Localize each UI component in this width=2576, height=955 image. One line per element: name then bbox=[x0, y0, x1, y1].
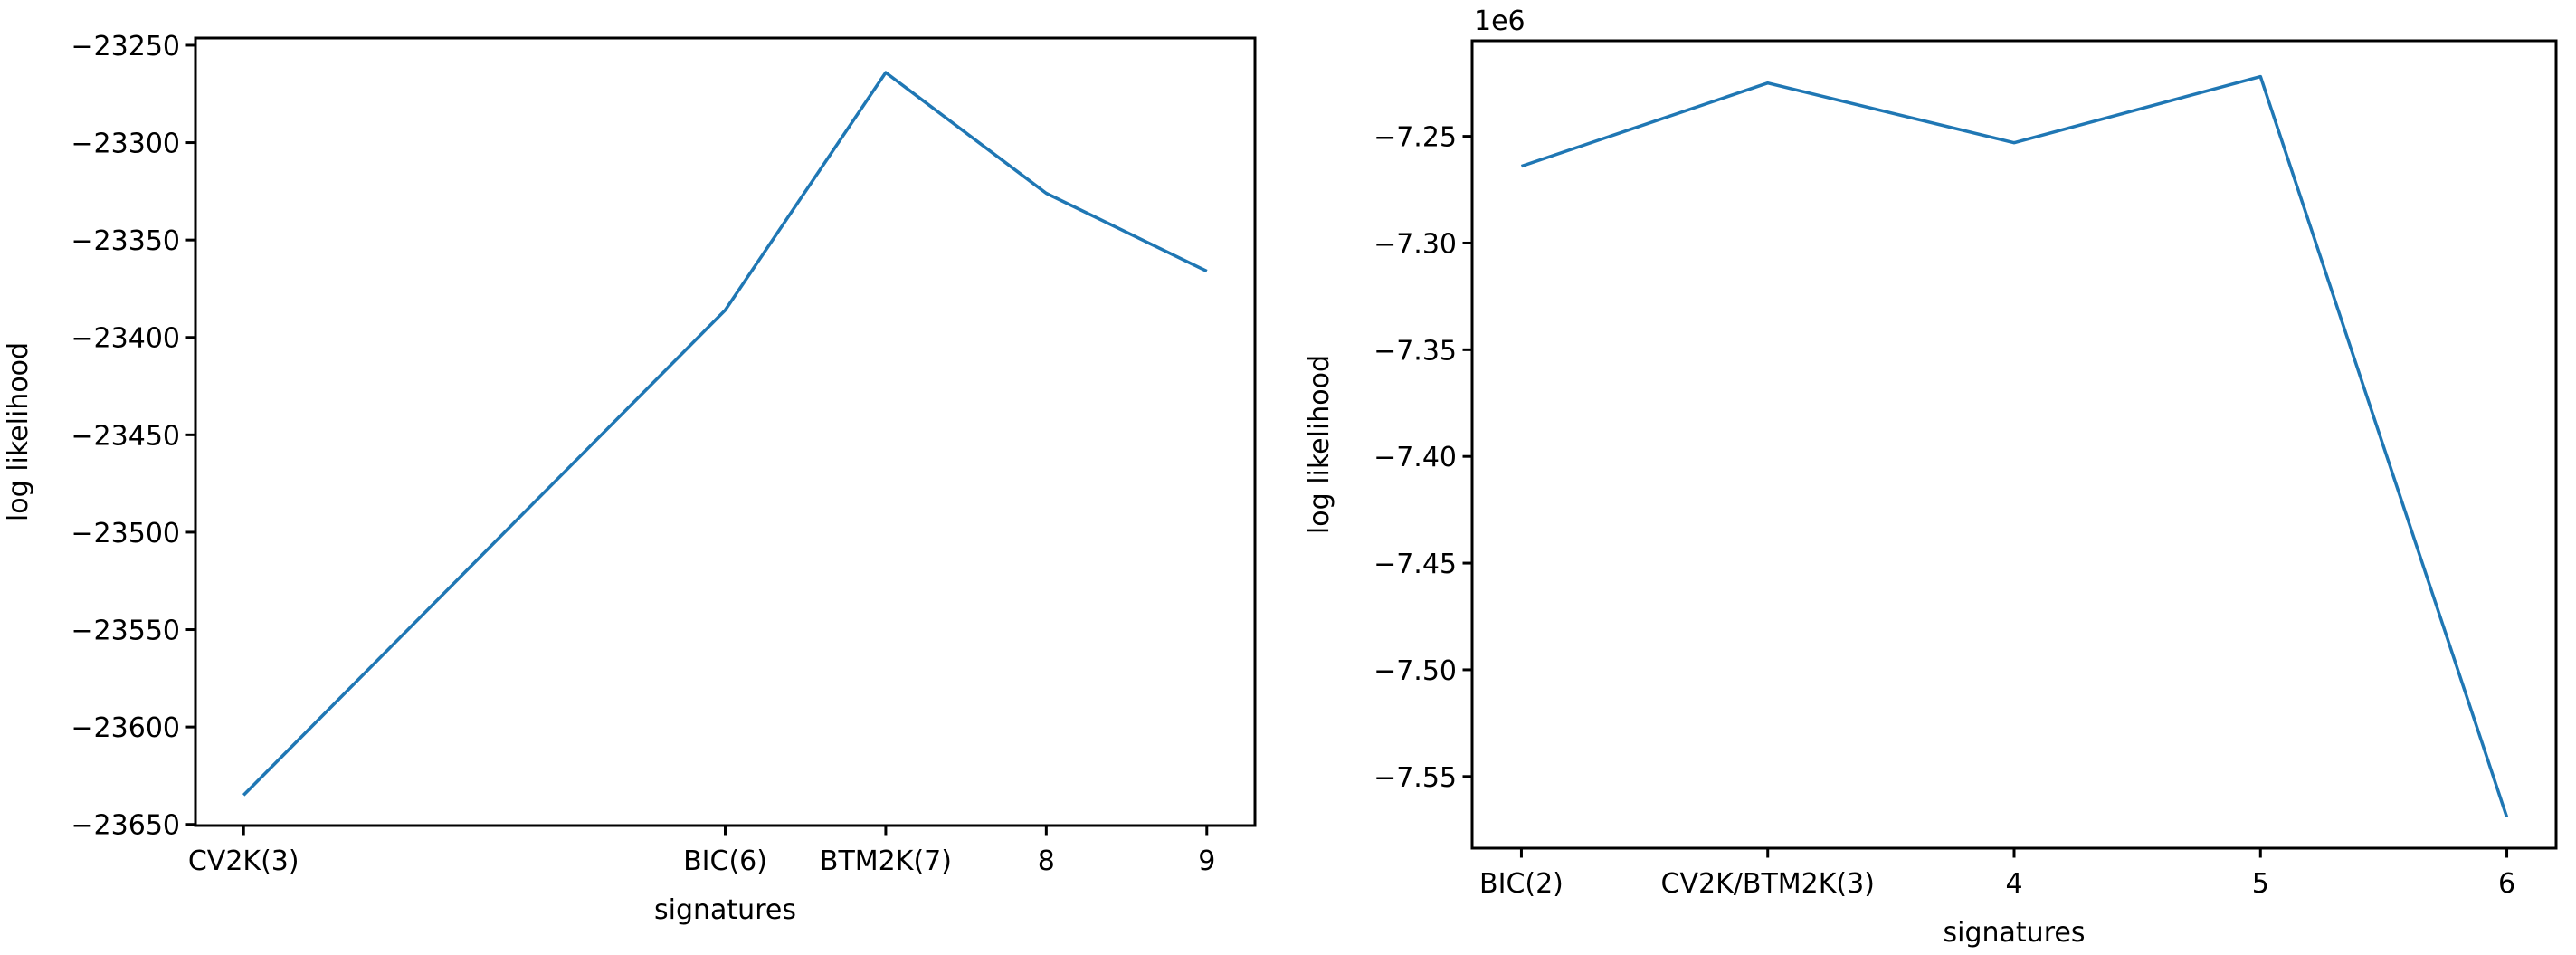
x-axis-label-right: signatures bbox=[1944, 917, 2086, 949]
y-tick-label-left: −23300 bbox=[71, 129, 180, 160]
y-tick-label-right: −7.25 bbox=[1374, 122, 1457, 154]
chart-right: BIC(2) CV2K/BTM2K(3) 4 5 6 −7.25 −7.30 −7.35 −7.… bbox=[1304, 5, 2558, 949]
y-tick-label-right: −7.40 bbox=[1374, 442, 1457, 473]
x-tick-label-right: 6 bbox=[2498, 868, 2515, 900]
x-tick-label-right: CV2K/BTM2K(3) bbox=[1661, 868, 1875, 900]
y-tick-label-left: −23550 bbox=[71, 616, 180, 647]
y-tick-label-left: −23600 bbox=[71, 712, 180, 744]
axes-box-right bbox=[1470, 39, 2558, 850]
x-tick-label-left: 9 bbox=[1198, 845, 1215, 877]
y-axis-label-left: log likelihood bbox=[3, 342, 34, 521]
x-tick-label-right: 5 bbox=[2252, 868, 2269, 900]
y-tick-label-right: −7.55 bbox=[1374, 762, 1457, 794]
x-tick-label-left: CV2K(3) bbox=[188, 845, 299, 877]
y-tick-label-right: −7.30 bbox=[1374, 228, 1457, 260]
axes-box-left bbox=[194, 36, 1257, 827]
data-line-left bbox=[242, 71, 1208, 797]
y-tick-label-left: −23400 bbox=[71, 323, 180, 355]
y-tick-label-right: −7.50 bbox=[1374, 655, 1457, 687]
y-axis-offset-text-right: 1e6 bbox=[1474, 5, 1526, 37]
y-tick-label-left: −23350 bbox=[71, 225, 180, 257]
y-tick-label-right: −7.45 bbox=[1374, 549, 1457, 580]
y-axis-label-right: log likelihood bbox=[1304, 355, 1336, 534]
y-tick-label-left: −23650 bbox=[71, 810, 180, 842]
y-tick-label-right: −7.35 bbox=[1374, 335, 1457, 367]
y-tick-label-left: −23450 bbox=[71, 420, 180, 452]
x-tick-label-right: 4 bbox=[2005, 868, 2022, 900]
x-axis-label-left: signatures bbox=[654, 894, 796, 926]
y-tick-label-left: −23500 bbox=[71, 518, 180, 549]
chart-left: CV2K(3) BIC(6) BTM2K(7) 8 9 −23250 −23300 −2335… bbox=[3, 31, 1257, 926]
x-tick-label-left: BIC(6) bbox=[683, 845, 767, 877]
y-tick-label-left: −23250 bbox=[71, 31, 180, 62]
x-tick-label-left: BTM2K(7) bbox=[820, 845, 952, 877]
x-tick-label-left: 8 bbox=[1038, 845, 1055, 877]
x-tick-label-right: BIC(2) bbox=[1479, 868, 1564, 900]
data-line-right bbox=[1520, 74, 2509, 818]
